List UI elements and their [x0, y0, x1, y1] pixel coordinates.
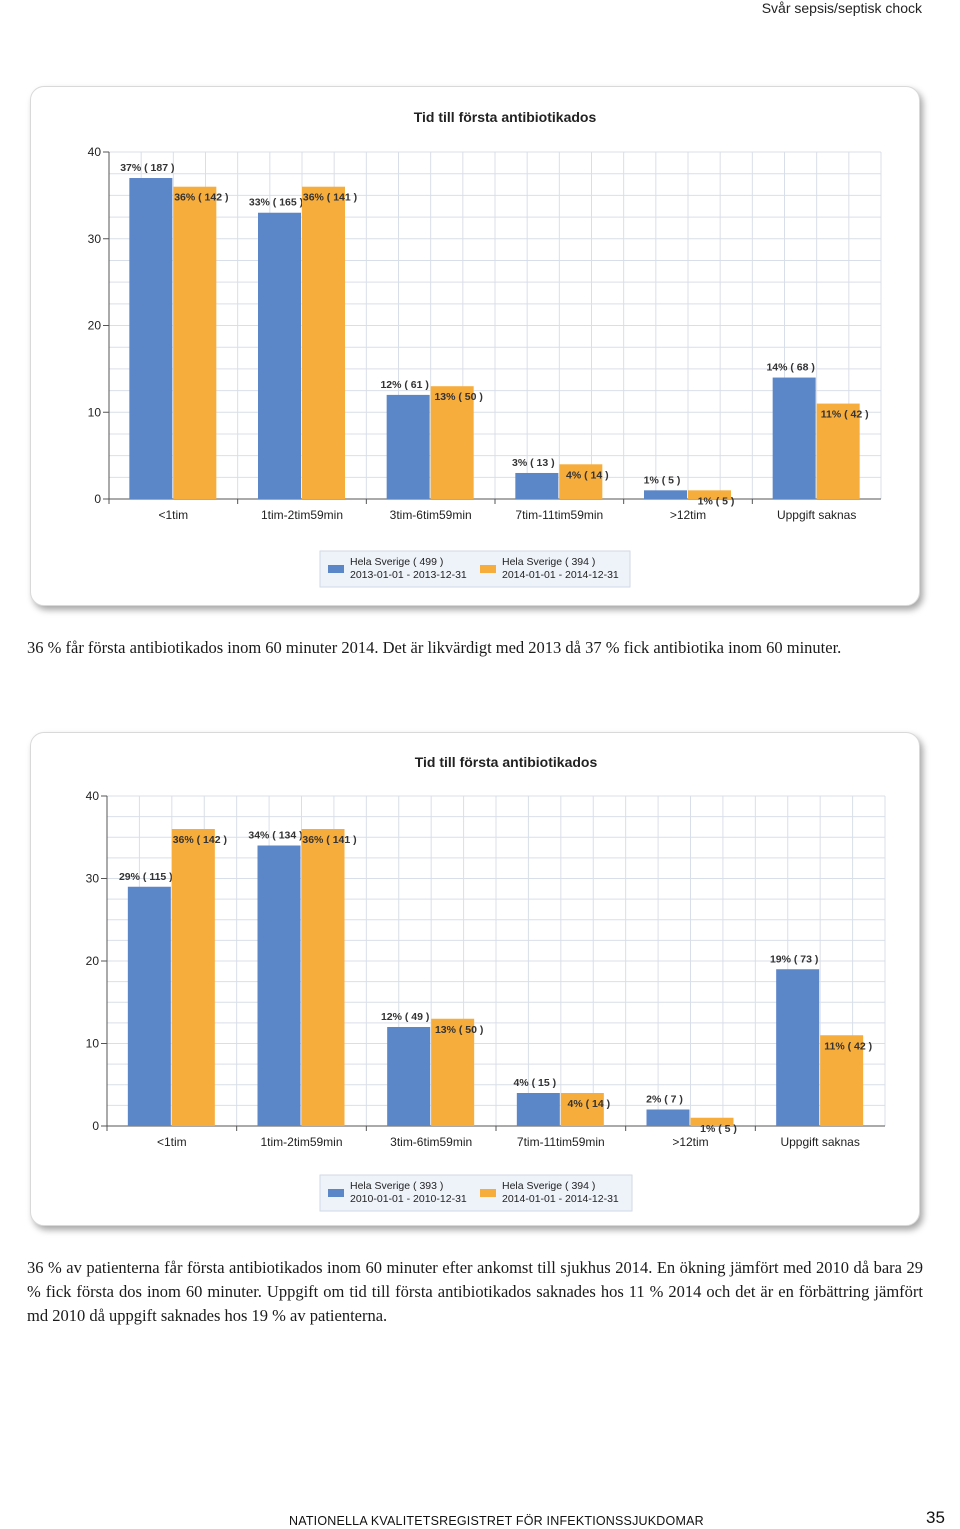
bar	[302, 186, 345, 499]
data-label: 11% ( 42 )	[821, 409, 869, 421]
y-tick-label: 30	[86, 872, 100, 886]
legend-series-period: 2014-01-01 - 2014-12-31	[502, 569, 619, 581]
bar	[129, 178, 173, 499]
bar	[560, 1093, 604, 1126]
legend-box	[319, 550, 631, 588]
bar	[515, 472, 559, 499]
bar	[257, 845, 301, 1126]
data-label: 12% ( 49 )	[381, 1011, 429, 1023]
x-tick-label: >12tim	[672, 1135, 708, 1149]
page-header-title: Svår sepsis/septisk chock	[761, 0, 922, 16]
legend-series-period: 2014-01-01 - 2014-12-31	[502, 1193, 619, 1205]
chart-title: Tid till första antibiotikados	[414, 109, 597, 125]
chart-title: Tid till första antibiotikados	[415, 754, 598, 770]
data-label: 36% ( 142 )	[174, 192, 228, 204]
chart-2-caption: 36 % av patienterna får första antibioti…	[27, 1258, 923, 1325]
x-tick-label: 1tim-2tim59min	[260, 1135, 342, 1149]
data-label: 3% ( 13 )	[512, 457, 555, 469]
data-label: 33% ( 165 )	[249, 197, 303, 209]
x-tick-label: <1tim	[157, 1135, 187, 1149]
x-tick-label: 7tim-11tim59min	[517, 1135, 605, 1149]
bar	[516, 1093, 560, 1126]
x-tick-label: Uppgift saknas	[780, 1135, 859, 1149]
y-tick-label: 10	[86, 1037, 100, 1051]
bar	[127, 886, 171, 1126]
bar	[387, 1027, 431, 1126]
x-tick-label: Uppgift saknas	[777, 508, 856, 522]
bar-chart-2: Tid till första antibiotikados 0 10 20 30 40 <…	[86, 754, 886, 1212]
legend-series-name: Hela Sverige ( 393 )	[350, 1180, 443, 1192]
y-tick-label: 0	[92, 1119, 99, 1133]
data-label: 19% ( 73 )	[770, 953, 818, 965]
data-label: 13% ( 50 )	[434, 391, 482, 403]
bar	[816, 403, 860, 499]
bar	[559, 464, 603, 499]
x-tick-label: 3tim-6tim59min	[390, 508, 472, 522]
legend-series-period: 2013-01-01 - 2013-12-31	[350, 569, 467, 581]
data-label: 1% ( 5 )	[644, 474, 681, 486]
y-tick-label: 40	[86, 789, 100, 803]
bar	[776, 969, 820, 1126]
page-number: 35	[926, 1508, 945, 1527]
y-tick-label: 20	[88, 319, 102, 333]
y-tick-label: 20	[86, 954, 100, 968]
data-label: 14% ( 68 )	[766, 362, 814, 374]
data-label: 34% ( 134 )	[248, 830, 302, 842]
legend-box	[319, 1174, 633, 1212]
bar-chart-1: Tid till första antibiotikados 0 10 20 30 40 <…	[88, 109, 882, 588]
data-label: 29% ( 115 )	[119, 871, 173, 883]
chart-panel-1: Tid till första antibiotikados 0 10 20 30 40 <…	[30, 86, 920, 606]
bar	[301, 829, 345, 1126]
chart-panel-2: Tid till första antibiotikados 0 10 20 30 40 <…	[30, 732, 920, 1226]
x-tick-label: <1tim	[158, 508, 188, 522]
data-label: 4% ( 15 )	[514, 1077, 557, 1089]
data-label: 1% ( 5 )	[700, 1123, 737, 1135]
bar	[820, 1035, 864, 1126]
bar	[431, 1018, 475, 1126]
data-label: 4% ( 14 )	[566, 469, 609, 481]
data-label: 36% ( 142 )	[173, 834, 227, 846]
legend-swatch	[480, 1189, 496, 1197]
bar	[688, 490, 731, 499]
x-tick-label: 3tim-6tim59min	[390, 1135, 472, 1149]
chart-1-caption: 36 % får första antibiotikados inom 60 m…	[27, 638, 842, 657]
legend-series-name: Hela Sverige ( 499 )	[350, 556, 443, 568]
legend-series-period: 2010-01-01 - 2010-12-31	[350, 1193, 467, 1205]
x-tick-label: 1tim-2tim59min	[261, 508, 343, 522]
bar	[173, 186, 217, 499]
bar	[644, 490, 687, 499]
y-tick-label: 0	[94, 492, 101, 506]
legend-swatch	[328, 1189, 344, 1197]
data-label: 13% ( 50 )	[435, 1024, 483, 1036]
y-tick-label: 30	[88, 232, 102, 246]
data-label: 37% ( 187 )	[120, 162, 174, 174]
data-label: 12% ( 61 )	[380, 379, 428, 391]
bar	[690, 1117, 734, 1126]
bar	[258, 212, 301, 499]
bar	[386, 394, 430, 499]
data-label: 4% ( 14 )	[568, 1098, 611, 1110]
bar	[171, 829, 215, 1126]
data-label: 36% ( 141 )	[302, 834, 356, 846]
bar	[430, 386, 474, 499]
data-label: 36% ( 141 )	[303, 192, 357, 204]
legend-swatch	[480, 565, 496, 573]
legend-swatch	[328, 565, 344, 573]
bar	[646, 1109, 690, 1126]
data-label: 1% ( 5 )	[698, 495, 735, 507]
legend-series-name: Hela Sverige ( 394 )	[502, 1180, 595, 1192]
footer-organization: NATIONELLA KVALITETSREGISTRET FÖR INFEKT…	[289, 1514, 704, 1528]
data-label: 11% ( 42 )	[824, 1040, 872, 1052]
x-tick-label: >12tim	[670, 508, 706, 522]
legend-series-name: Hela Sverige ( 394 )	[502, 556, 595, 568]
y-tick-label: 40	[88, 145, 102, 159]
bar	[772, 377, 816, 499]
y-tick-label: 10	[88, 405, 102, 419]
x-tick-label: 7tim-11tim59min	[515, 508, 603, 522]
data-label: 2% ( 7 )	[646, 1094, 683, 1106]
